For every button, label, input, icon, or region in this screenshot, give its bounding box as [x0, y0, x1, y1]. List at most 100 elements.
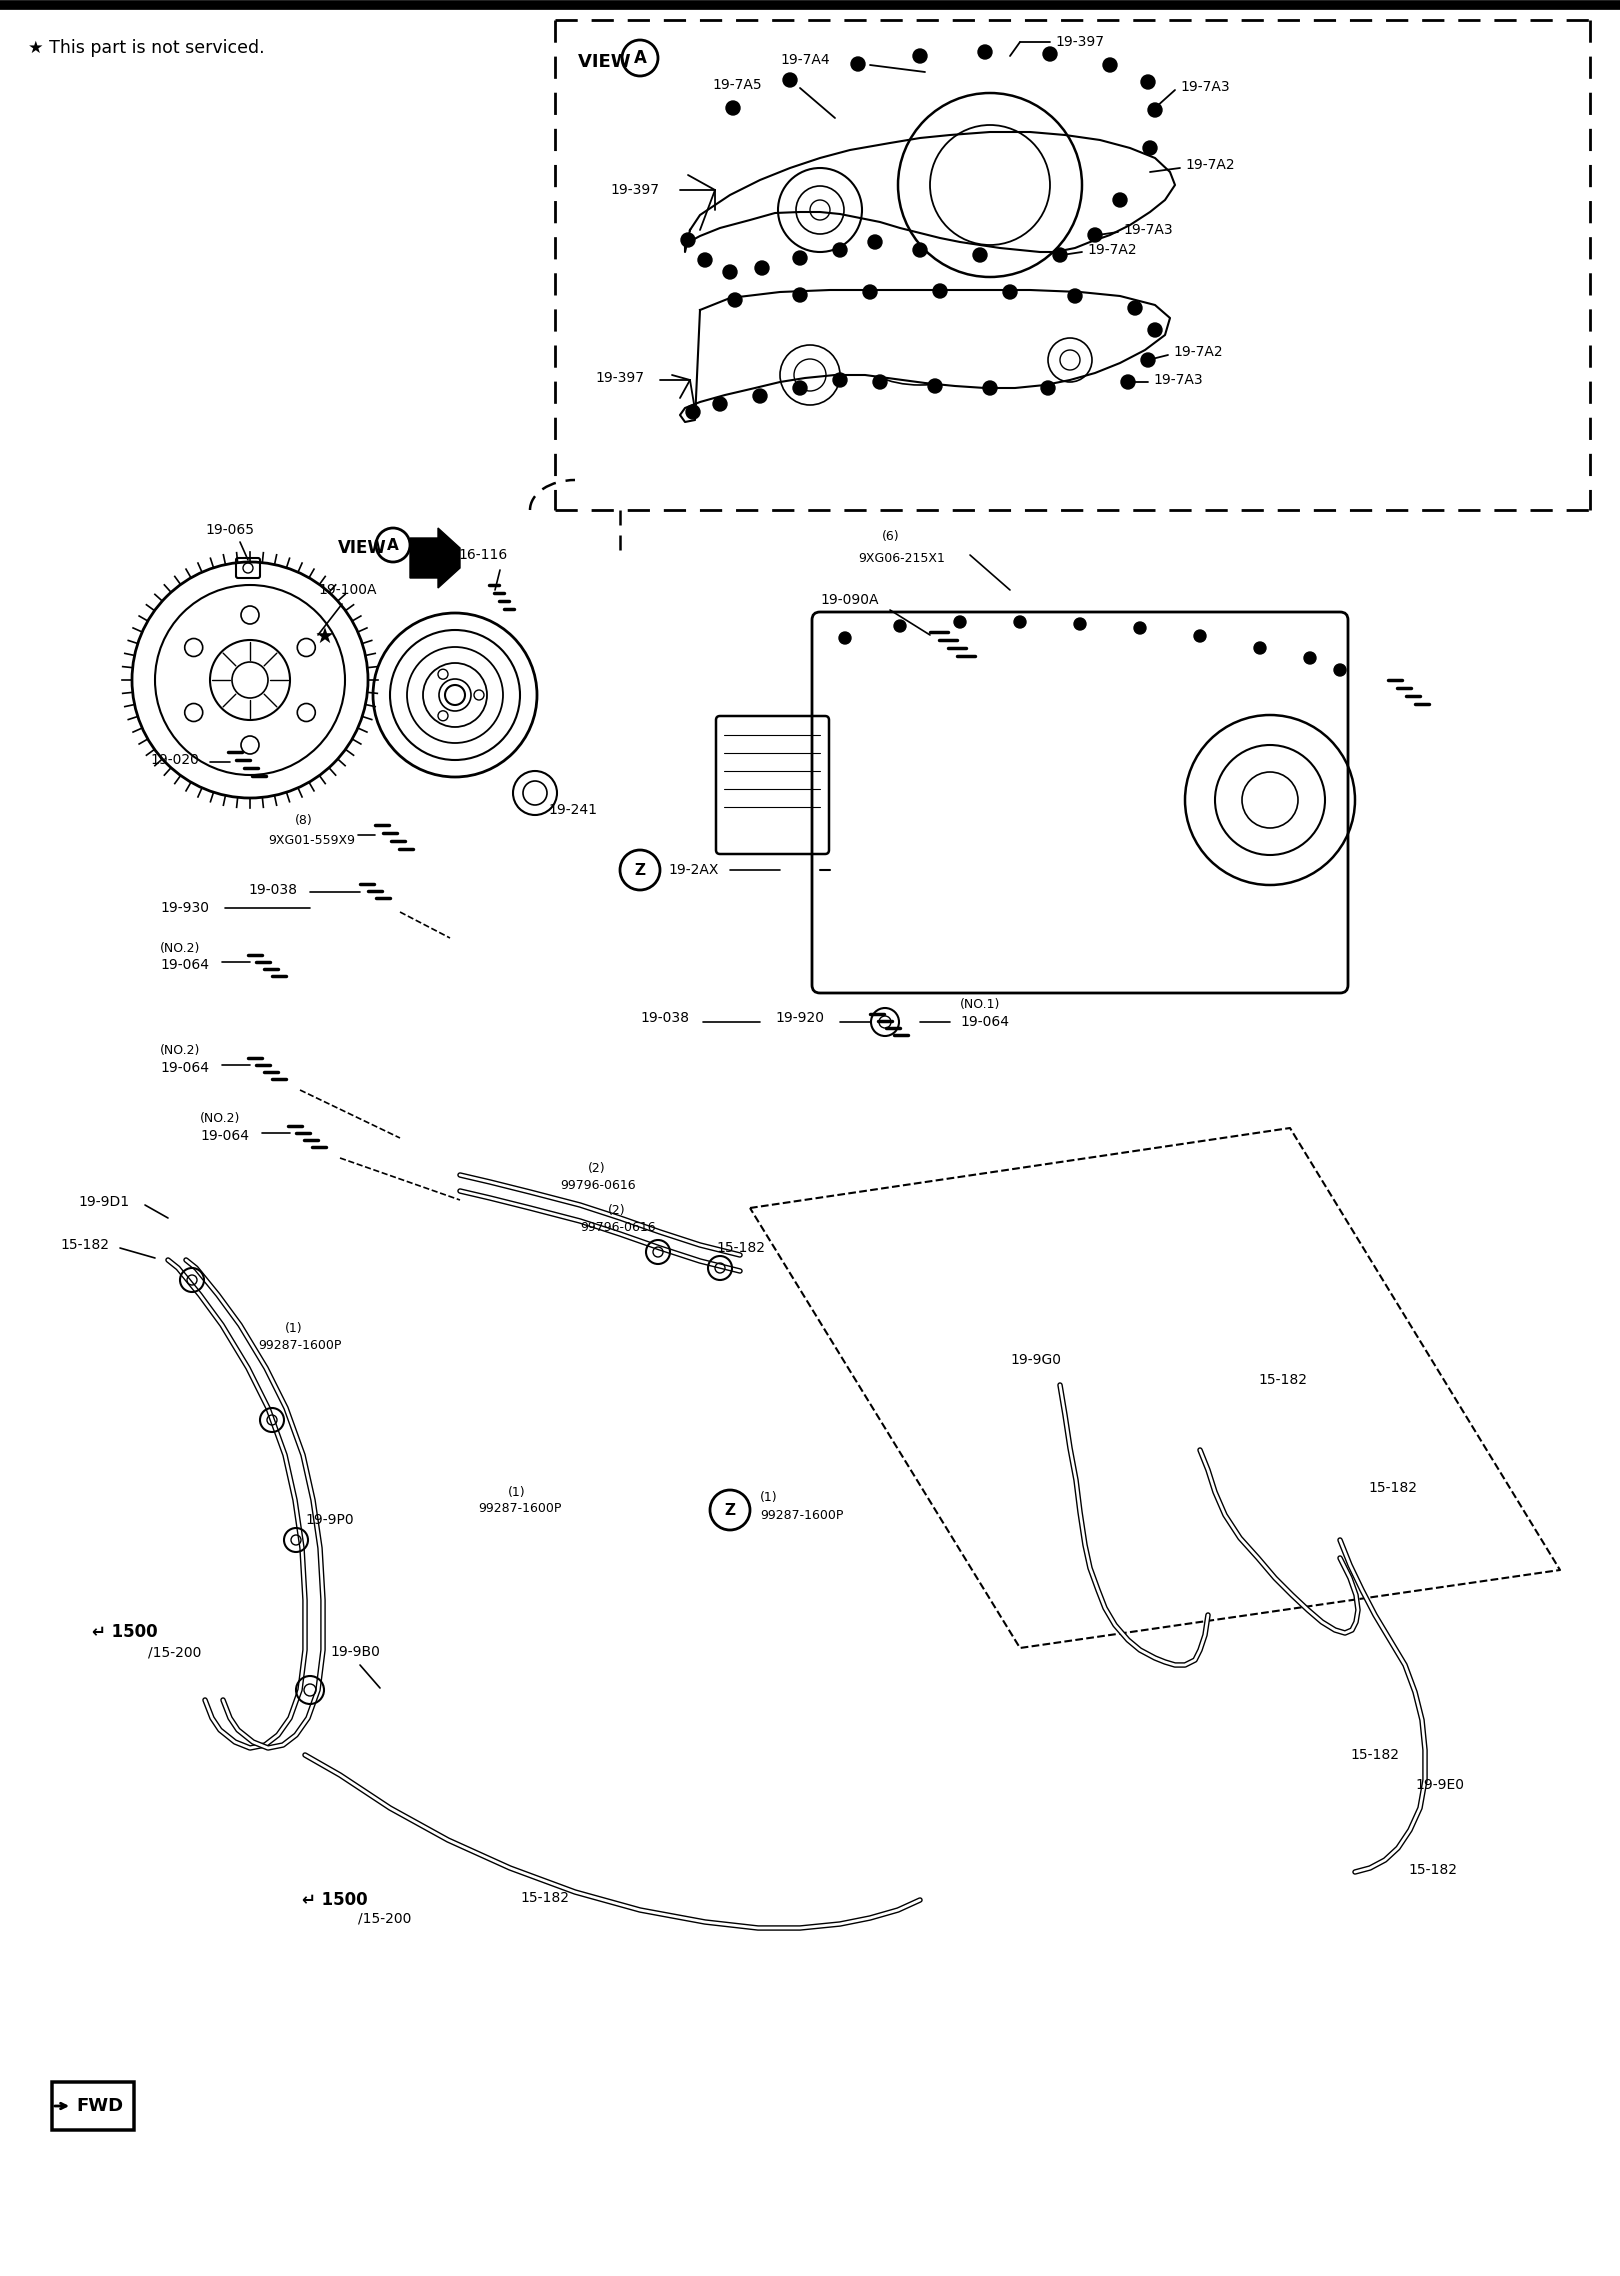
- Circle shape: [1254, 642, 1265, 653]
- Text: Z: Z: [724, 1502, 735, 1518]
- Text: A: A: [387, 537, 399, 553]
- Text: 19-020: 19-020: [151, 753, 199, 767]
- Circle shape: [868, 234, 881, 248]
- Text: 19-7A2: 19-7A2: [1173, 346, 1223, 360]
- Text: 19-397: 19-397: [595, 371, 645, 385]
- Text: VIEW: VIEW: [578, 52, 637, 71]
- Text: (8): (8): [295, 813, 313, 826]
- Circle shape: [928, 380, 941, 394]
- Circle shape: [833, 244, 847, 257]
- Text: (1): (1): [285, 1322, 303, 1334]
- Circle shape: [1042, 380, 1055, 396]
- Text: ★ This part is not serviced.: ★ This part is not serviced.: [28, 39, 264, 57]
- Text: 19-9G0: 19-9G0: [1009, 1352, 1061, 1368]
- Text: VIEW: VIEW: [339, 539, 387, 558]
- Circle shape: [1149, 323, 1162, 337]
- Text: A: A: [633, 50, 646, 66]
- Text: 19-064: 19-064: [199, 1129, 249, 1143]
- Circle shape: [794, 250, 807, 264]
- Text: ↵ 1500: ↵ 1500: [301, 1891, 368, 1910]
- Polygon shape: [680, 289, 1170, 421]
- Circle shape: [850, 57, 865, 71]
- Polygon shape: [685, 132, 1174, 253]
- Circle shape: [1014, 617, 1025, 628]
- Text: 19-7A4: 19-7A4: [779, 52, 829, 66]
- Circle shape: [1128, 300, 1142, 314]
- Circle shape: [713, 396, 727, 412]
- Text: 19-7A3: 19-7A3: [1153, 373, 1202, 387]
- Circle shape: [974, 248, 987, 262]
- Text: 99796-0616: 99796-0616: [580, 1220, 656, 1234]
- Circle shape: [1121, 376, 1136, 389]
- Circle shape: [1134, 621, 1145, 635]
- Circle shape: [833, 373, 847, 387]
- Text: /15-200: /15-200: [147, 1646, 201, 1659]
- Text: 19-064: 19-064: [160, 1061, 209, 1074]
- Text: 15-182: 15-182: [1408, 1864, 1456, 1878]
- Text: (6): (6): [881, 530, 899, 542]
- Circle shape: [1144, 141, 1157, 155]
- Polygon shape: [410, 528, 460, 587]
- Circle shape: [723, 264, 737, 280]
- Circle shape: [794, 380, 807, 396]
- Text: 19-9E0: 19-9E0: [1414, 1778, 1464, 1791]
- Text: 15-182: 15-182: [1259, 1372, 1307, 1386]
- Text: (NO.2): (NO.2): [199, 1111, 240, 1124]
- Text: 19-065: 19-065: [206, 523, 254, 537]
- Circle shape: [933, 284, 948, 298]
- Text: 19-7A2: 19-7A2: [1087, 244, 1137, 257]
- Circle shape: [698, 253, 713, 266]
- Circle shape: [839, 633, 851, 644]
- Circle shape: [873, 376, 888, 389]
- Text: 19-7A2: 19-7A2: [1184, 157, 1234, 173]
- Text: 16-116: 16-116: [458, 549, 507, 562]
- Text: Z: Z: [635, 863, 645, 879]
- Text: 19-7A3: 19-7A3: [1123, 223, 1173, 237]
- Circle shape: [755, 262, 770, 275]
- Circle shape: [983, 380, 996, 396]
- Circle shape: [894, 619, 906, 633]
- Text: 19-2AX: 19-2AX: [667, 863, 718, 876]
- Text: 15-182: 15-182: [1367, 1482, 1418, 1495]
- Text: 9XG06-215X1: 9XG06-215X1: [859, 551, 944, 564]
- Text: 99287-1600P: 99287-1600P: [760, 1509, 844, 1520]
- Text: 19-7A3: 19-7A3: [1179, 80, 1230, 93]
- Text: 19-090A: 19-090A: [820, 594, 878, 608]
- Circle shape: [1140, 75, 1155, 89]
- Text: (NO.2): (NO.2): [160, 942, 201, 954]
- Circle shape: [978, 46, 991, 59]
- Circle shape: [1304, 651, 1315, 665]
- Circle shape: [680, 232, 695, 248]
- Text: 19-9B0: 19-9B0: [330, 1646, 379, 1659]
- Text: (2): (2): [608, 1204, 625, 1215]
- Circle shape: [863, 284, 876, 298]
- Circle shape: [914, 50, 927, 64]
- Text: 19-038: 19-038: [248, 883, 296, 897]
- Text: 19-7A5: 19-7A5: [713, 77, 761, 91]
- Circle shape: [727, 294, 742, 307]
- Text: (1): (1): [760, 1491, 778, 1504]
- Text: 15-182: 15-182: [520, 1891, 569, 1905]
- Text: FWD: FWD: [76, 2096, 123, 2114]
- Text: 19-100A: 19-100A: [318, 583, 376, 596]
- Circle shape: [954, 617, 966, 628]
- Text: 19-038: 19-038: [640, 1011, 688, 1024]
- Circle shape: [1140, 353, 1155, 366]
- Circle shape: [685, 405, 700, 419]
- Text: 19-241: 19-241: [548, 803, 598, 817]
- Text: 19-9P0: 19-9P0: [305, 1514, 353, 1527]
- Text: 99287-1600P: 99287-1600P: [478, 1502, 562, 1514]
- Circle shape: [1089, 228, 1102, 241]
- Text: (2): (2): [588, 1161, 606, 1174]
- Text: (NO.2): (NO.2): [160, 1042, 201, 1056]
- Text: ★: ★: [314, 628, 335, 649]
- Text: (1): (1): [509, 1486, 525, 1498]
- Circle shape: [1103, 57, 1118, 73]
- Circle shape: [1053, 248, 1068, 262]
- Text: (NO.1): (NO.1): [961, 997, 1001, 1011]
- Text: 19-920: 19-920: [774, 1011, 825, 1024]
- Text: 99796-0616: 99796-0616: [561, 1179, 635, 1193]
- Text: 99287-1600P: 99287-1600P: [258, 1338, 342, 1352]
- Circle shape: [1043, 48, 1056, 61]
- Text: 15-182: 15-182: [1349, 1748, 1400, 1762]
